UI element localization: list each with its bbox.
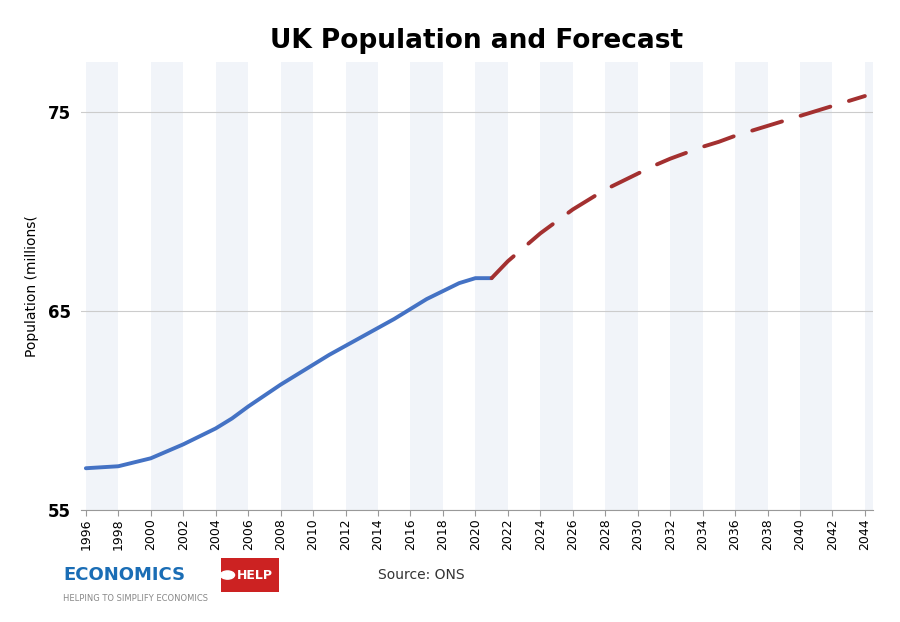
Text: HELPING TO SIMPLIFY ECONOMICS: HELPING TO SIMPLIFY ECONOMICS [63,594,208,603]
Bar [865,62,897,510]
Bar [281,62,313,510]
Text: HELP: HELP [237,569,273,582]
Circle shape [220,571,235,579]
Bar [800,62,832,510]
Bar [540,62,572,510]
Bar [735,62,768,510]
Text: Source: ONS: Source: ONS [378,569,464,582]
Bar [475,62,508,510]
Bar [670,62,703,510]
Text: ECONOMICS: ECONOMICS [63,567,185,584]
FancyBboxPatch shape [218,556,282,594]
Bar [86,62,118,510]
Bar [605,62,638,510]
Bar [151,62,184,510]
Title: UK Population and Forecast: UK Population and Forecast [270,29,684,54]
Bar [410,62,443,510]
Y-axis label: Population (millions(: Population (millions( [25,215,39,357]
Bar [216,62,248,510]
Bar [346,62,378,510]
